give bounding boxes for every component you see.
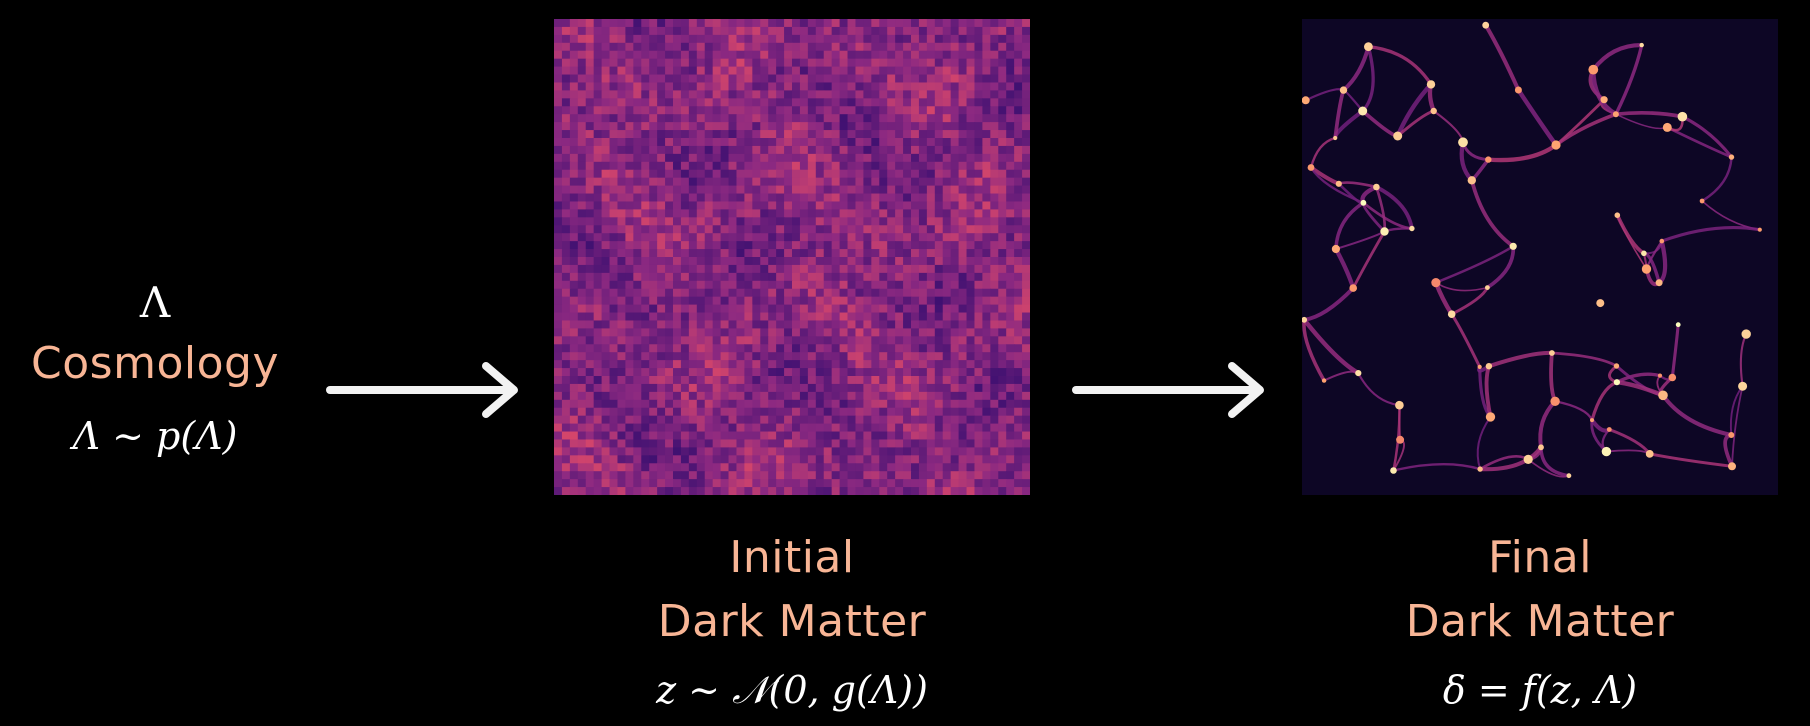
initial-dark-matter-image: [554, 19, 1030, 495]
initial-label-line1: Initial: [729, 532, 855, 583]
final-label-line2: Dark Matter: [1405, 596, 1675, 647]
final-formula: δ = f(z, Λ): [1442, 668, 1638, 712]
cosmology-symbol: Λ: [139, 278, 171, 327]
cosmology-formula: Λ ~ p(Λ): [72, 414, 238, 458]
initial-formula: z ~ 𝒩(0, g(Λ)): [656, 668, 928, 712]
arrow-initial-to-final-icon: [1072, 360, 1268, 420]
initial-label-line2: Dark Matter: [657, 596, 927, 647]
arrow-cosmology-to-initial-icon: [326, 360, 522, 420]
cosmology-label: Cosmology: [31, 338, 279, 389]
final-dark-matter-image: [1302, 19, 1778, 495]
final-label-line1: Final: [1488, 532, 1592, 583]
